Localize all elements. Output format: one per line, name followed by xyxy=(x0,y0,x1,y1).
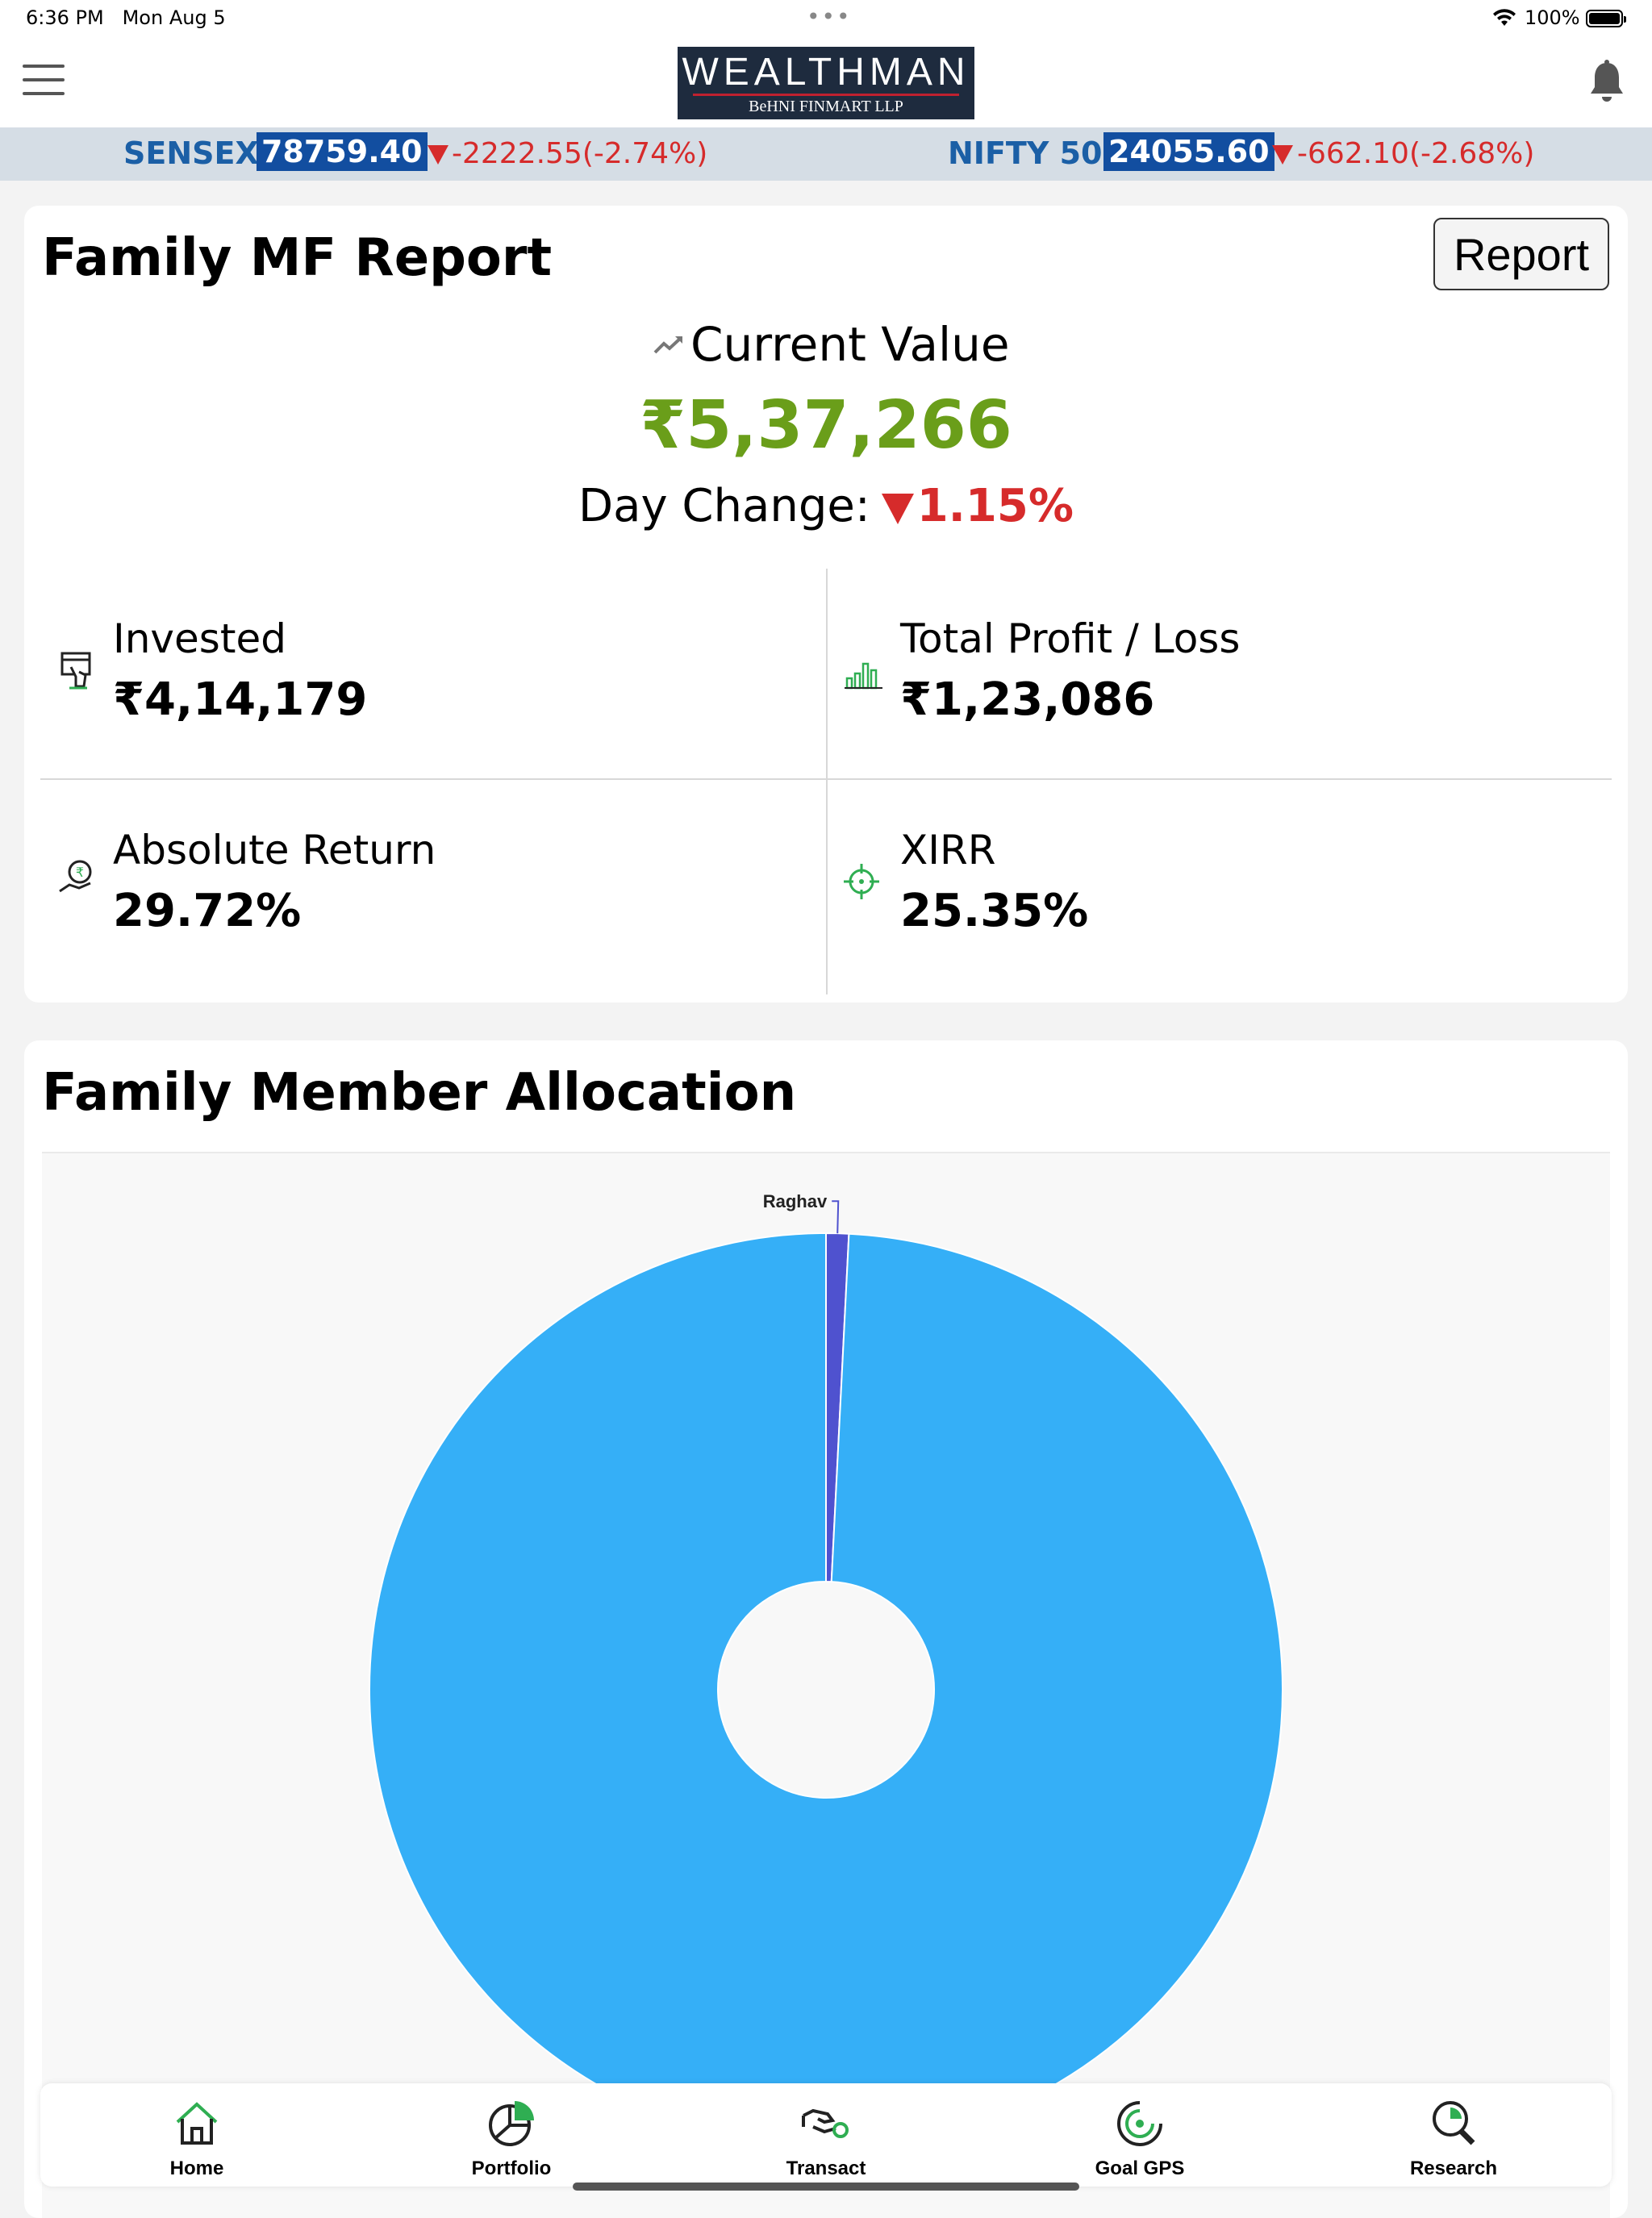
xirr-value: 25.35% xyxy=(900,885,1089,937)
absolute-return-value: 29.72% xyxy=(113,885,302,937)
rupee-hand-icon: ₹ xyxy=(59,860,92,893)
sensex-name: SENSEX xyxy=(123,135,259,171)
profit-loss-value: ₹1,23,086 xyxy=(900,673,1155,726)
status-time: 6:36 PM Mon Aug 5 xyxy=(26,6,226,29)
allocation-chart-area: RaghavUnnati xyxy=(42,1153,1610,2218)
hamburger-menu-icon[interactable] xyxy=(23,65,65,97)
research-icon xyxy=(1433,2101,1475,2145)
nav-portfolio[interactable]: Portfolio xyxy=(431,2083,592,2187)
day-change: Day Change: 1.15% xyxy=(24,480,1628,532)
app-header: WEALTHMAN BeHNI FINMART LLP xyxy=(0,40,1652,127)
status-bar: 6:36 PM Mon Aug 5 ••• 100% xyxy=(0,0,1652,40)
nav-portfolio-label: Portfolio xyxy=(471,2158,552,2179)
logo-subtitle: BeHNI FINMART LLP xyxy=(749,98,903,115)
invested-label: Invested xyxy=(113,615,286,662)
allocation-title: Family Member Allocation xyxy=(42,1063,797,1123)
nav-transact[interactable]: Transact xyxy=(745,2083,907,2187)
nifty-value: 24055.60 xyxy=(1103,132,1274,171)
goal-gps-icon xyxy=(1117,2101,1162,2146)
profit-loss-label: Total Profit / Loss xyxy=(900,615,1241,662)
wifi-icon xyxy=(1493,9,1516,26)
day-change-value: 1.15% xyxy=(916,480,1074,532)
logo-title: WEALTHMAN xyxy=(682,51,970,94)
trend-up-icon xyxy=(653,336,682,354)
invested-value: ₹4,14,179 xyxy=(113,673,368,726)
day-change-label: Day Change: xyxy=(578,480,870,532)
nav-research-label: Research xyxy=(1409,2158,1498,2179)
notification-bell-icon[interactable] xyxy=(1587,60,1626,105)
battery-percentage: 100% xyxy=(1525,6,1580,29)
nifty-down-arrow-icon xyxy=(1272,145,1293,165)
target-icon xyxy=(844,864,879,899)
leader-line-raghav xyxy=(832,1200,840,1234)
donut-slice-unnati[interactable] xyxy=(369,1232,1283,2147)
nav-research[interactable]: Research xyxy=(1373,2083,1534,2187)
allocation-donut-chart: RaghavUnnati xyxy=(369,1191,1283,2189)
bar-chart-icon xyxy=(845,662,882,690)
family-allocation-card: Family Member Allocation RaghavUnnati xyxy=(24,1040,1628,2218)
nav-home[interactable]: Home xyxy=(116,2083,277,2187)
absolute-return-label: Absolute Return xyxy=(113,827,436,873)
nifty-name: NIFTY 50 xyxy=(948,135,1103,171)
stats-horizontal-divider xyxy=(40,778,1612,780)
sensex-value: 78759.40 xyxy=(257,132,428,171)
current-value-label: Current Value xyxy=(690,317,1010,372)
sensex-change: -2222.55(-2.74%) xyxy=(452,137,708,170)
allocation-divider xyxy=(42,1152,1610,1153)
home-indicator[interactable] xyxy=(573,2183,1079,2191)
transact-icon xyxy=(802,2108,849,2138)
current-value: ₹5,37,266 xyxy=(640,387,1012,464)
day-change-down-arrow-icon xyxy=(881,493,914,524)
nifty-change: -662.10(-2.68%) xyxy=(1297,137,1535,170)
nav-goal-gps[interactable]: Goal GPS xyxy=(1059,2083,1220,2187)
invested-icon xyxy=(60,652,91,690)
svg-text:₹: ₹ xyxy=(76,865,84,880)
market-ticker: SENSEX 78759.40 -2222.55(-2.74%) NIFTY 5… xyxy=(0,127,1652,181)
multitasking-dots-icon[interactable]: ••• xyxy=(807,3,852,30)
sensex-down-arrow-icon xyxy=(428,145,448,165)
stats-vertical-divider xyxy=(826,569,828,994)
slice-label-raghav: Raghav xyxy=(763,1191,828,1211)
family-mf-report-card: Family MF Report Report Current Value ₹5… xyxy=(24,206,1628,1003)
nav-goal-gps-label: Goal GPS xyxy=(1095,2158,1185,2179)
report-button[interactable]: Report xyxy=(1433,218,1609,290)
home-icon xyxy=(176,2102,218,2145)
xirr-label: XIRR xyxy=(900,827,996,873)
portfolio-icon xyxy=(489,2101,534,2146)
nav-transact-label: Transact xyxy=(786,2158,866,2179)
logo-rule xyxy=(693,94,959,96)
battery-icon xyxy=(1586,10,1626,27)
nav-home-label: Home xyxy=(169,2158,224,2179)
report-title: Family MF Report xyxy=(42,228,553,288)
bottom-nav: Home Portfolio Transact Goal GPS xyxy=(40,2083,1612,2187)
app-logo: WEALTHMAN BeHNI FINMART LLP xyxy=(678,47,974,119)
